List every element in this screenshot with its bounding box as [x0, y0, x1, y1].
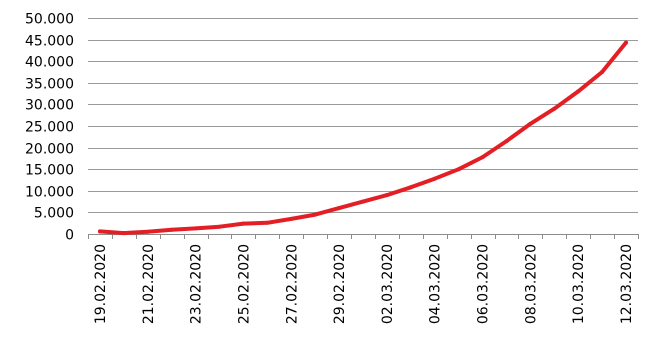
- data-point: [265, 220, 270, 225]
- data-point: [217, 224, 222, 229]
- data-point: [456, 167, 461, 172]
- y-tick-label: 50.000: [25, 12, 74, 28]
- x-tick-label: 27.02.2020: [284, 244, 300, 324]
- data-point: [576, 89, 581, 94]
- data-point: [552, 106, 557, 111]
- y-tick-label: 15.000: [25, 163, 74, 179]
- y-tick-label: 30.000: [25, 98, 74, 114]
- data-point: [480, 155, 485, 160]
- gridlines: [88, 18, 638, 213]
- data-point: [98, 229, 102, 234]
- x-tick-label: 04.03.2020: [428, 244, 444, 324]
- x-tick-label: 25.02.2020: [236, 244, 252, 324]
- data-point: [121, 231, 126, 236]
- y-tick-label: 45.000: [25, 34, 74, 50]
- data-point: [600, 70, 605, 74]
- y-axis-tick-labels: 0 5.000 10.000 15.000 20.000 25.000 30.000 35.0…: [25, 12, 74, 244]
- data-point: [528, 121, 533, 126]
- x-tick-label: 06.03.2020: [476, 244, 492, 324]
- y-tick-label: 25.000: [25, 120, 74, 136]
- y-tick-label: 40.000: [25, 55, 74, 71]
- x-tick-label: 21.02.2020: [141, 244, 157, 324]
- data-point: [504, 139, 509, 144]
- series-line: [98, 40, 628, 236]
- data-point: [241, 221, 246, 226]
- x-tick-label: 19.02.2020: [93, 244, 109, 324]
- data-point: [193, 226, 198, 231]
- x-axis-tick-labels: 19.02.2020 21.02.2020 23.02.2020 25.02.2020…: [93, 244, 635, 324]
- x-tick-label: 10.03.2020: [571, 244, 587, 324]
- y-tick-label: 0: [65, 228, 74, 244]
- data-point: [145, 229, 150, 234]
- x-tick-label: 02.03.2020: [380, 244, 396, 324]
- data-point: [337, 206, 342, 211]
- axes: [88, 234, 639, 239]
- data-point: [408, 185, 413, 190]
- data-point: [432, 176, 437, 181]
- x-tick-label: 23.02.2020: [189, 244, 205, 324]
- data-point: [361, 199, 365, 204]
- x-tick-label: 08.03.2020: [523, 244, 539, 324]
- x-tick-label: 29.02.2020: [332, 244, 348, 324]
- data-point: [289, 216, 294, 221]
- y-tick-label: 20.000: [25, 142, 74, 158]
- data-point: [624, 40, 628, 45]
- y-tick-label: 5.000: [34, 206, 74, 222]
- data-point: [313, 212, 318, 217]
- y-tick-label: 35.000: [25, 77, 74, 93]
- series-layer: [98, 40, 628, 236]
- data-point: [169, 227, 174, 232]
- y-tick-label: 10.000: [25, 185, 74, 201]
- x-tick-label: 12.03.2020: [619, 244, 635, 324]
- data-point: [384, 193, 389, 198]
